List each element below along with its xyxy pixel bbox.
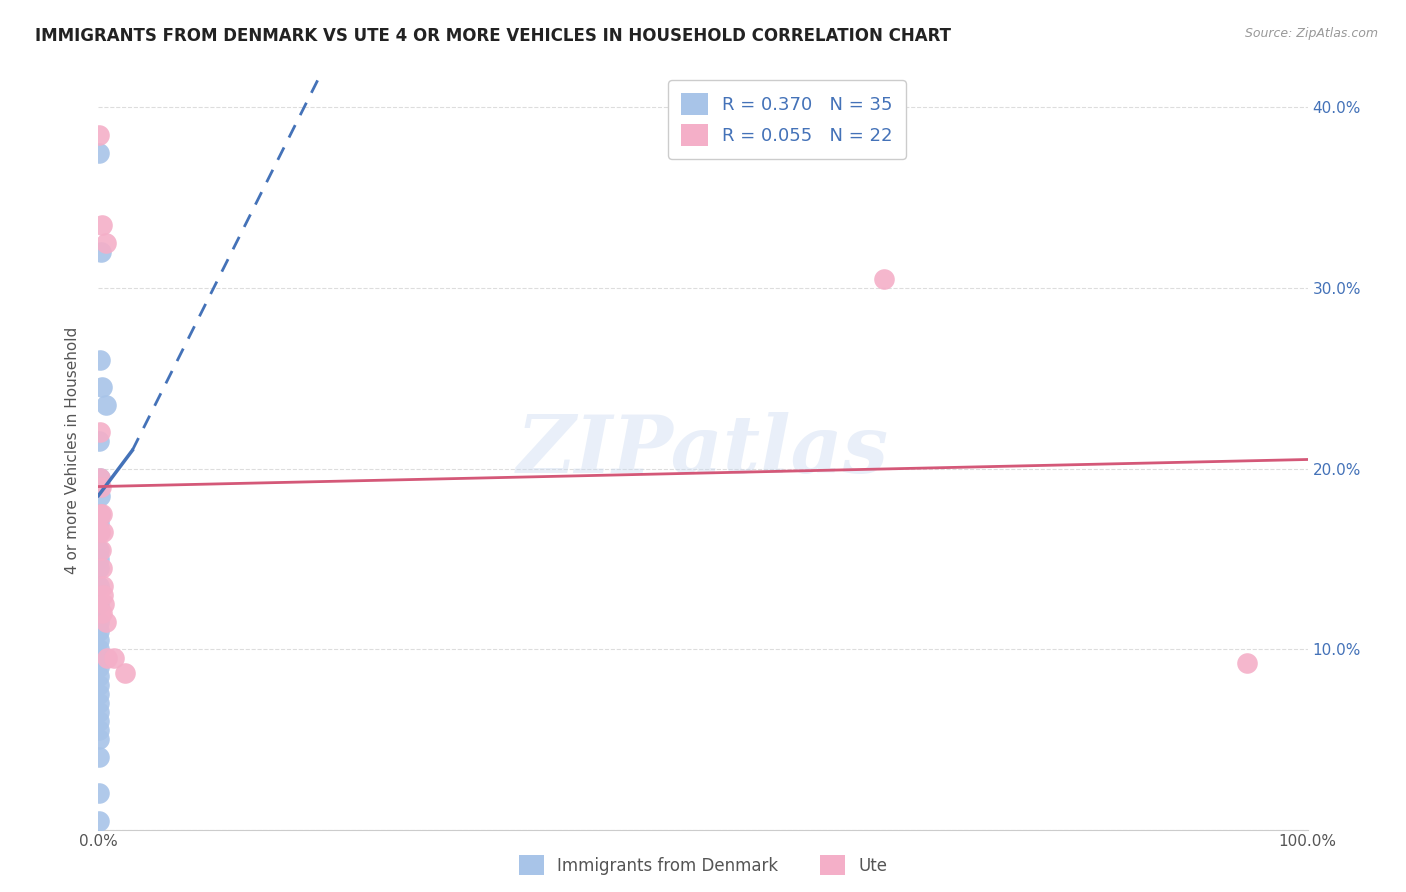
Point (87, 551, 110, 566)
Point (89, 425, 111, 440)
Point (87, 128, 110, 142)
Point (87, 696, 110, 710)
Point (90, 542, 112, 557)
Point (87, 787, 110, 801)
Point (90, 479, 112, 493)
Point (87, 516, 110, 530)
Point (87, 669, 110, 683)
Point (87, 434, 110, 449)
Point (87, 687, 110, 701)
Point (94, 615, 117, 629)
Y-axis label: 4 or more Vehicles in Household: 4 or more Vehicles in Household (65, 326, 80, 574)
Point (87, 633, 110, 648)
Point (89, 353, 111, 368)
Legend: Immigrants from Denmark, Ute: Immigrants from Denmark, Ute (510, 847, 896, 884)
Point (89, 507, 111, 521)
Point (87, 723, 110, 738)
Point (87, 678, 110, 692)
Point (90, 244, 112, 259)
Point (87, 705, 110, 719)
Point (87, 814, 110, 828)
Point (89, 507, 111, 521)
Point (96, 651, 118, 665)
Point (87, 615, 110, 629)
Point (91, 524, 114, 539)
Point (87, 714, 110, 729)
Point (87, 732, 110, 747)
Point (873, 272, 896, 286)
Point (87, 561, 110, 575)
Point (87, 651, 110, 665)
Point (91, 561, 114, 575)
Point (91, 380, 114, 394)
Point (87, 524, 110, 539)
Point (91, 588, 114, 602)
Point (91, 606, 114, 620)
Point (91, 507, 114, 521)
Point (94, 398, 117, 412)
Point (91, 218, 114, 232)
Point (87, 542, 110, 557)
Point (87, 597, 110, 611)
Text: ZIPatlas: ZIPatlas (517, 412, 889, 489)
Point (93, 597, 115, 611)
Point (89, 489, 111, 503)
Point (87, 660, 110, 674)
Point (89, 524, 111, 539)
Text: IMMIGRANTS FROM DENMARK VS UTE 4 OR MORE VEHICLES IN HOUSEHOLD CORRELATION CHART: IMMIGRANTS FROM DENMARK VS UTE 4 OR MORE… (35, 27, 950, 45)
Point (89, 479, 111, 493)
Point (87, 507, 110, 521)
Point (87, 624, 110, 638)
Point (87, 145, 110, 160)
Point (89, 470, 111, 484)
Legend: R = 0.370   N = 35, R = 0.055   N = 22: R = 0.370 N = 35, R = 0.055 N = 22 (668, 80, 905, 159)
Point (87, 750, 110, 764)
Point (91, 579, 114, 593)
Text: Source: ZipAtlas.com: Source: ZipAtlas.com (1244, 27, 1378, 40)
Point (114, 665, 136, 680)
Point (94, 235, 117, 250)
Point (87, 642, 110, 657)
Point (103, 651, 125, 665)
Point (1236, 657, 1258, 671)
Point (87, 579, 110, 593)
Point (89, 470, 111, 484)
